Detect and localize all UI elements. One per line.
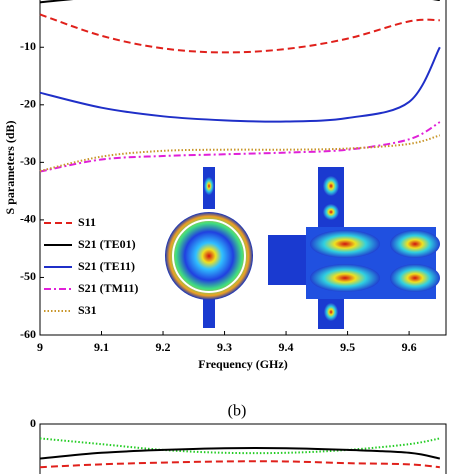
y-tick-label: -30 — [20, 154, 36, 168]
series-line — [39, 460, 440, 469]
y-axis-label: S parameters (dB) — [3, 121, 17, 215]
x-tick-label: 9 — [37, 340, 43, 354]
x-tick-label: 9.4 — [279, 340, 294, 354]
legend-label: S21 (TE01) — [78, 237, 136, 251]
legend-label: S21 (TM11) — [78, 281, 138, 295]
field-inset — [165, 167, 440, 329]
x-axis-label: Frequency (GHz) — [198, 357, 287, 371]
series-line — [39, 437, 441, 455]
y-tick-label: 0 — [30, 416, 36, 430]
series-line — [39, 13, 440, 54]
series-line — [39, 446, 441, 460]
y-tick-label: -50 — [20, 269, 36, 283]
series-line — [39, 0, 440, 4]
x-tick-label: 9.5 — [340, 340, 355, 354]
series-line — [39, 121, 441, 173]
x-tick-label: 9.2 — [156, 340, 171, 354]
series-line — [39, 46, 441, 123]
y-tick-label: -20 — [20, 97, 36, 111]
x-tick-label: 9.6 — [402, 340, 417, 354]
y-tick-label: -60 — [20, 327, 36, 341]
y-tick-label: -40 — [20, 212, 36, 226]
series-line — [39, 134, 441, 172]
x-tick-label: 9.1 — [94, 340, 109, 354]
x-tick-label: 9.3 — [217, 340, 232, 354]
legend-label: S11 — [78, 215, 96, 229]
legend-label: S21 (TE11) — [78, 259, 135, 273]
legend-label: S31 — [78, 303, 97, 317]
plot-frame — [39, 423, 447, 474]
y-tick-label: -10 — [20, 39, 36, 53]
caption: (b) — [228, 403, 247, 420]
